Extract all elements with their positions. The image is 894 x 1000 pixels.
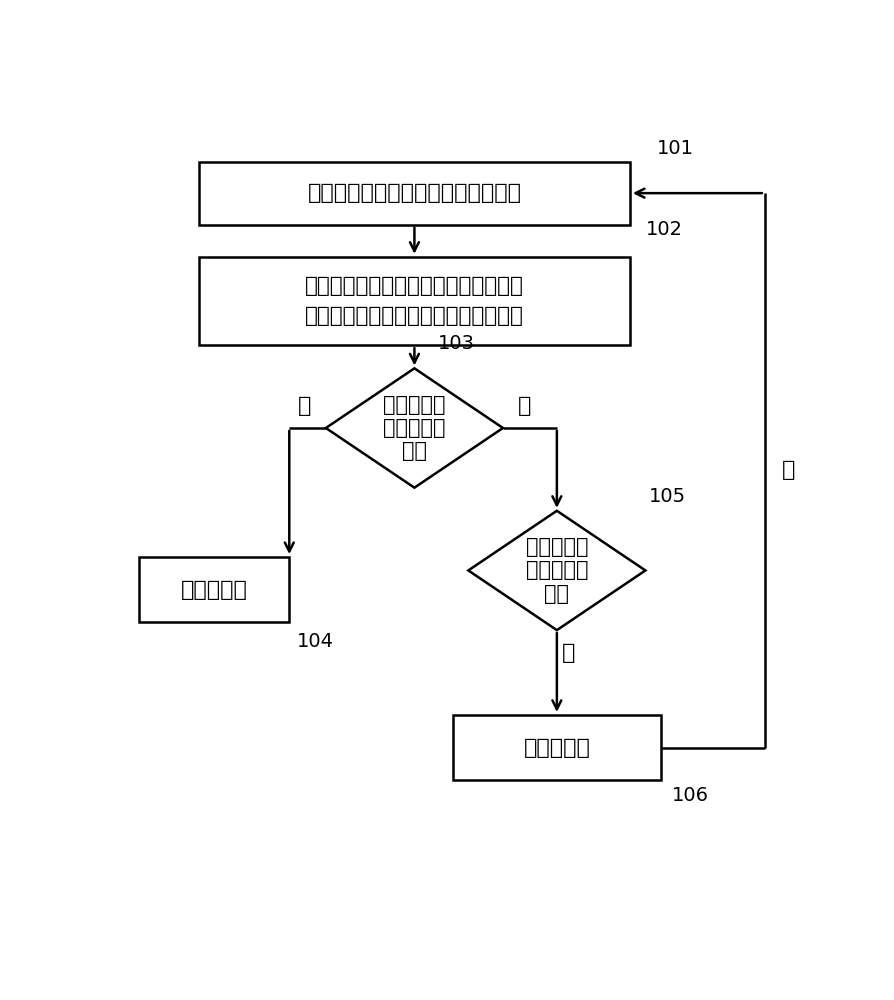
Bar [452,715,660,780]
Text: 是: 是 [298,396,310,416]
Text: 103: 103 [437,334,474,353]
Text: 限制投料量: 限制投料量 [181,580,248,600]
Text: 确定所述标识对应的禽畜信息，所述禽: 确定所述标识对应的禽畜信息，所述禽 [305,276,523,296]
Text: 是: 是 [561,643,575,663]
Text: 106: 106 [671,786,709,805]
Text: 101: 101 [656,139,693,158]
Text: 否: 否 [780,460,794,480]
Text: 畜信息包括禽畜当日已进行的采食时长: 畜信息包括禽畜当日已进行的采食时长 [305,306,523,326]
Text: 采食时长小
于第二设定
时长: 采食时长小 于第二设定 时长 [525,537,587,604]
Text: 加大投料量: 加大投料量 [523,738,590,758]
Text: 否: 否 [518,396,531,416]
Text: 104: 104 [297,632,333,651]
Text: 105: 105 [648,487,686,506]
Bar [139,557,289,622]
Polygon shape [468,511,645,630]
Bar [198,257,629,345]
Text: 102: 102 [645,220,681,239]
Text: 获取位于喂料槽处进食的禽畜的标识: 获取位于喂料槽处进食的禽畜的标识 [307,183,521,203]
Bar [198,162,629,225]
Polygon shape [325,368,502,488]
Text: 采食时长超
过第一设定
时长: 采食时长超 过第一设定 时长 [383,395,445,461]
